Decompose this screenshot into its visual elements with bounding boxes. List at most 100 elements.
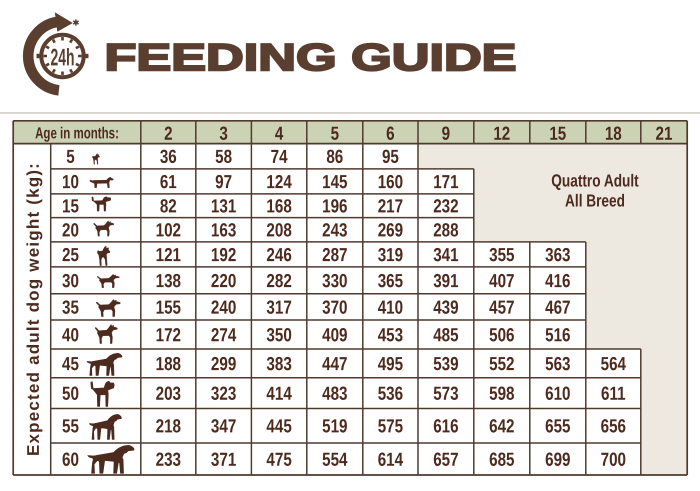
svg-text:330: 330 [322,269,347,291]
svg-text:573: 573 [433,382,458,404]
svg-text:232: 232 [433,195,458,217]
svg-text:124: 124 [266,170,292,192]
svg-text:188: 188 [156,352,182,374]
svg-text:611: 611 [601,382,626,404]
svg-text:288: 288 [433,219,459,241]
svg-text:45: 45 [62,352,79,374]
svg-text:208: 208 [266,219,292,241]
svg-text:15: 15 [62,195,79,217]
svg-text:50: 50 [62,382,79,404]
svg-text:5: 5 [66,145,75,167]
svg-text:3: 3 [219,122,227,144]
svg-text:317: 317 [266,296,291,318]
svg-text:564: 564 [601,352,627,374]
svg-text:172: 172 [156,324,181,346]
svg-text:410: 410 [378,296,403,318]
svg-text:138: 138 [156,269,182,291]
svg-text:407: 407 [489,269,514,291]
svg-text:163: 163 [211,219,236,241]
svg-text:536: 536 [378,382,403,404]
svg-text:218: 218 [156,415,182,437]
svg-text:453: 453 [378,324,403,346]
svg-text:699: 699 [545,448,570,470]
svg-text:700: 700 [601,448,626,470]
svg-text:614: 614 [378,448,404,470]
svg-text:5: 5 [331,122,340,144]
svg-text:20: 20 [62,219,79,241]
svg-text:299: 299 [211,352,236,374]
svg-text:243: 243 [322,219,347,241]
svg-text:FEEDING GUIDE: FEEDING GUIDE [104,37,516,79]
svg-text:269: 269 [378,219,403,241]
svg-text:74: 74 [271,145,288,167]
svg-text:233: 233 [156,448,181,470]
svg-text:Quattro Adult: Quattro Adult [551,172,639,191]
svg-text:552: 552 [489,352,514,374]
svg-text:203: 203 [156,382,181,404]
svg-text:598: 598 [489,382,515,404]
svg-text:287: 287 [322,243,347,265]
svg-text:25: 25 [62,243,79,265]
svg-text:160: 160 [378,170,403,192]
svg-text:467: 467 [545,296,570,318]
svg-text:414: 414 [266,382,292,404]
svg-text:685: 685 [489,448,515,470]
svg-text:61: 61 [160,170,177,192]
svg-text:196: 196 [322,195,347,217]
svg-text:60: 60 [62,448,79,470]
svg-text:131: 131 [211,195,237,217]
svg-text:365: 365 [378,269,404,291]
svg-text:371: 371 [211,448,237,470]
svg-text:347: 347 [211,415,236,437]
svg-text:282: 282 [266,269,291,291]
svg-text:554: 554 [322,448,348,470]
svg-text:506: 506 [489,324,514,346]
svg-text:95: 95 [382,145,399,167]
svg-text:350: 350 [266,324,291,346]
svg-text:416: 416 [545,269,570,291]
svg-text:539: 539 [433,352,458,374]
svg-text:121: 121 [156,243,182,265]
svg-text:55: 55 [62,415,79,437]
svg-text:383: 383 [266,352,291,374]
svg-text:6: 6 [386,122,394,144]
svg-text:319: 319 [378,243,403,265]
svg-text:575: 575 [378,415,404,437]
svg-text:363: 363 [545,243,570,265]
svg-text:58: 58 [215,145,232,167]
svg-text:9: 9 [442,122,450,144]
svg-text:457: 457 [489,296,514,318]
svg-text:217: 217 [378,195,403,217]
svg-text:30: 30 [62,269,79,291]
svg-text:12: 12 [493,122,510,144]
svg-text:485: 485 [433,324,459,346]
svg-text:616: 616 [433,415,458,437]
svg-text:475: 475 [266,448,292,470]
svg-text:439: 439 [433,296,458,318]
svg-text:516: 516 [545,324,570,346]
svg-text:18: 18 [605,122,622,144]
svg-text:97: 97 [215,170,232,192]
svg-text:192: 192 [211,243,236,265]
svg-text:341: 341 [433,243,459,265]
svg-text:Expected adult dog weight (kg): Expected adult dog weight (kg): [24,162,43,456]
svg-text:21: 21 [656,122,673,144]
svg-text:409: 409 [322,324,347,346]
svg-text:610: 610 [545,382,570,404]
svg-text:655: 655 [545,415,571,437]
svg-text:Age in months:: Age in months: [35,123,119,141]
svg-text:370: 370 [322,296,347,318]
svg-text:15: 15 [549,122,566,144]
svg-text:102: 102 [156,219,181,241]
svg-text:24h: 24h [50,44,74,71]
svg-text:155: 155 [156,296,182,318]
svg-text:36: 36 [160,145,177,167]
svg-text:495: 495 [378,352,404,374]
svg-text:642: 642 [489,415,514,437]
svg-text:246: 246 [266,243,291,265]
svg-text:86: 86 [326,145,343,167]
svg-text:171: 171 [433,170,459,192]
svg-text:355: 355 [489,243,515,265]
svg-text:447: 447 [322,352,347,374]
svg-text:4: 4 [275,122,284,144]
